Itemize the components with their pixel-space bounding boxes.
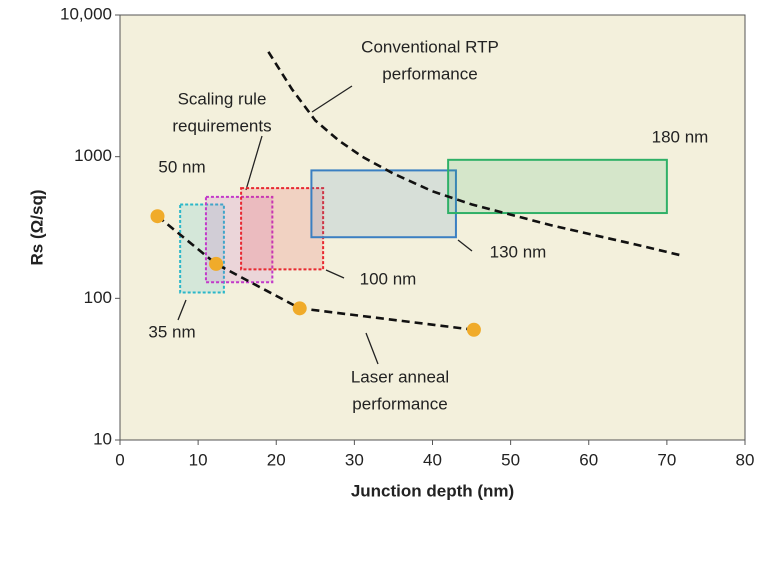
leader-line: [325, 269, 345, 279]
leader-line: [177, 299, 187, 321]
region-label: 50 nm: [158, 157, 205, 176]
x-tick-label: 80: [736, 450, 755, 469]
x-tick-label: 40: [423, 450, 442, 469]
marker: [209, 256, 224, 271]
y-tick-label: 1000: [74, 146, 112, 165]
series-label: Conventional RTP: [361, 37, 499, 56]
y-tick-label: 100: [84, 288, 112, 307]
y-tick-label: 10: [93, 429, 112, 448]
annotation: requirements: [172, 116, 271, 135]
x-tick-label: 0: [115, 450, 124, 469]
annotation: Scaling rule: [178, 89, 267, 108]
region-label: 130 nm: [490, 242, 547, 261]
x-tick-label: 20: [267, 450, 286, 469]
x-tick-label: 30: [345, 450, 364, 469]
region-label: 180 nm: [652, 127, 709, 146]
leader-line: [311, 85, 353, 113]
marker: [466, 322, 481, 337]
x-tick-label: 50: [501, 450, 520, 469]
region: [310, 169, 457, 239]
region: [240, 187, 325, 271]
x-axis-label: Junction depth (nm): [351, 481, 514, 500]
y-tick-label: 10,000: [60, 4, 112, 23]
leader-line: [365, 332, 379, 365]
marker: [292, 301, 307, 316]
leader-line: [245, 135, 263, 191]
x-tick-label: 10: [189, 450, 208, 469]
region: [447, 158, 668, 215]
series-label: performance: [352, 394, 447, 413]
series-line: [267, 51, 683, 257]
y-axis-label: Rs (Ω/sq): [27, 190, 46, 266]
series-label: performance: [382, 64, 477, 83]
region-label: 100 nm: [360, 269, 417, 288]
leader-lines: [177, 85, 473, 365]
series-line: [156, 215, 475, 332]
x-tick-label: 70: [657, 450, 676, 469]
marker: [150, 209, 165, 224]
region: [179, 203, 225, 294]
region: [204, 195, 274, 284]
leader-line: [457, 239, 473, 252]
series-label: Laser anneal: [351, 367, 449, 386]
region-label: 35 nm: [148, 322, 195, 341]
x-tick-label: 60: [579, 450, 598, 469]
